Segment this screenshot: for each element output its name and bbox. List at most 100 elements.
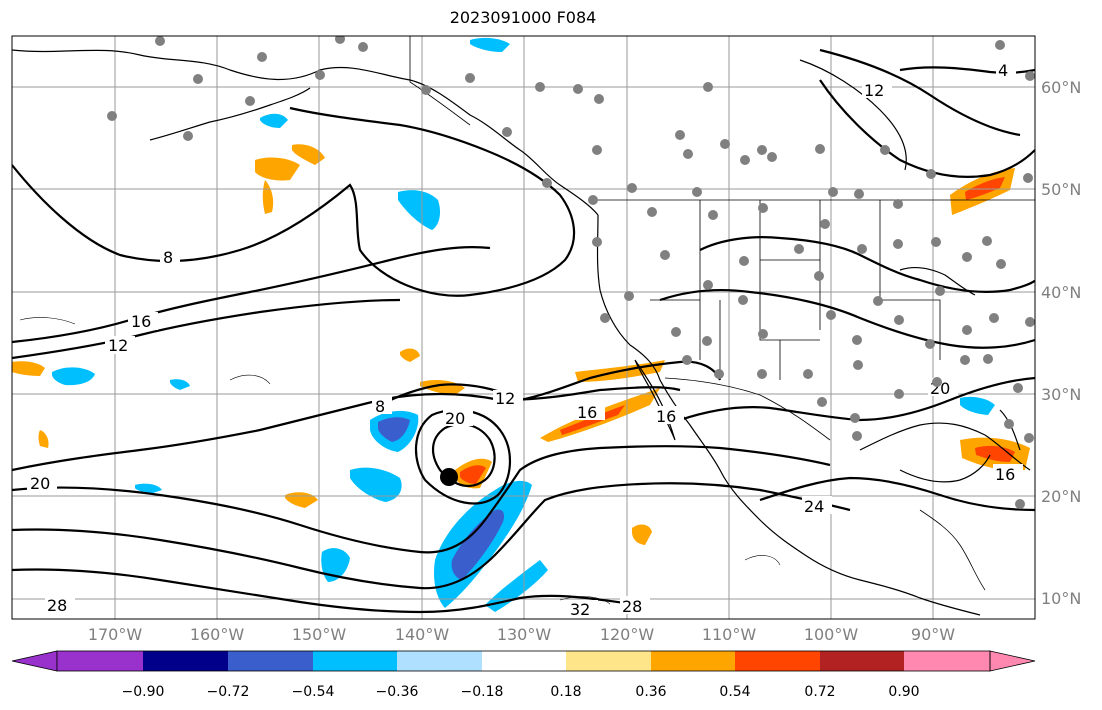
contour-label-4: 4 (998, 61, 1008, 80)
map-title: 2023091000 F084 (449, 8, 597, 27)
coast-west-us (596, 214, 981, 616)
contour-label-28-s: 28 (622, 597, 642, 616)
shade-cool-mid-core (378, 417, 410, 442)
colorbar-segment (820, 651, 904, 671)
contour-label-16-mid: 16 (577, 403, 597, 422)
contour-16-east (659, 288, 1035, 349)
shade-cool-mid2 (350, 467, 402, 502)
shade-warm-gulfak (255, 157, 300, 181)
latitude-labels: 60°N 50°N 40°N 30°N 20°N 10°N (1041, 78, 1081, 608)
contour-label-12-mid: 12 (495, 389, 515, 408)
colorbar-tick: 0.72 (804, 684, 835, 700)
shade-cool-gulf (960, 396, 995, 415)
colorbar-tick: 0.54 (719, 684, 750, 700)
colorbar-segment (904, 651, 990, 671)
lat-label: 20°N (1041, 487, 1081, 506)
thin-contours (19, 317, 781, 605)
colorbar-segment (313, 651, 397, 671)
longitude-labels: 170°W 160°W 150°W 140°W 130°W 120°W 110°… (88, 625, 955, 644)
contour-label-12-ne: 12 (864, 81, 884, 100)
shade-warm-blob3 (632, 524, 652, 545)
lon-label: 140°W (395, 625, 450, 644)
contour-label-16-baja: 16 (656, 407, 676, 426)
contour-24-gulf (759, 476, 1035, 512)
map-frame (11, 35, 1036, 620)
border-central-am (919, 509, 986, 591)
colorbar-tick: −0.36 (376, 684, 419, 700)
colorbar-tick: −0.90 (122, 684, 165, 700)
contour-label-16-gulf: 16 (995, 465, 1015, 484)
contour-12-north (12, 246, 491, 344)
colorbar-extend-high (989, 650, 1036, 672)
station-markers (107, 36, 1035, 509)
shade-cool-blob2 (170, 379, 190, 390)
lat-label: 50°N (1041, 180, 1081, 199)
shade-cool-west (52, 367, 95, 386)
contour-label-8-storm: 8 (375, 397, 385, 416)
lon-label: 110°W (702, 625, 757, 644)
shade-cool-northpac (398, 190, 440, 230)
shade-warm-blob6 (38, 430, 49, 448)
colorbar-tick: −0.18 (461, 684, 504, 700)
colorbar-segment (566, 651, 651, 671)
colorbar-outline (56, 650, 991, 672)
contour-12-east (699, 236, 1035, 294)
contour-label-32: 32 (570, 600, 590, 619)
colorbar-segment (143, 651, 228, 671)
contour-label-20-storm: 20 (445, 409, 465, 428)
contour-16-storm (414, 408, 512, 505)
lat-label: 60°N (1041, 78, 1081, 97)
lon-label: 160°W (190, 625, 245, 644)
contour-label-12: 12 (108, 336, 128, 355)
contour-label-28: 28 (47, 596, 67, 615)
colorbar-tick: −0.72 (207, 684, 250, 700)
shade-cool-blob1 (135, 483, 162, 494)
lon-label: 150°W (292, 625, 347, 644)
contour-label-8: 8 (163, 248, 173, 267)
lon-label: 170°W (88, 625, 143, 644)
lat-label: 40°N (1041, 283, 1081, 302)
colorbar-segment (735, 651, 820, 671)
contour-20-east (679, 376, 1035, 422)
contour-24-south (12, 482, 851, 590)
coast-hudson (799, 59, 907, 171)
border-alaska (409, 36, 471, 126)
colorbar-segment (57, 651, 143, 671)
height-contours (12, 48, 1035, 614)
colorbar-tick: 0.90 (888, 684, 919, 700)
contour-28-south (12, 568, 641, 614)
colorbar-tick: −0.54 (292, 684, 335, 700)
contour-label-20: 20 (30, 474, 50, 493)
coast-yucatan (899, 454, 991, 483)
shade-warm-west (12, 361, 45, 376)
shade-cool-trough-core (451, 509, 505, 580)
shade-warm-gulfak2 (292, 144, 325, 165)
colorbar-tick: 0.36 (635, 684, 666, 700)
coast-florida (999, 409, 1021, 451)
colorbar: −0.90 −0.72 −0.54 −0.36 −0.18 0.18 0.36 … (11, 650, 1036, 700)
contour-20-storm (432, 423, 496, 488)
colorbar-segment (482, 651, 566, 671)
coast-alaska (12, 49, 599, 216)
colorbar-extend-low (11, 650, 58, 672)
colorbar-tick: 0.18 (550, 684, 581, 700)
coast-gulf (859, 422, 1031, 471)
contour-4-ne (899, 66, 1035, 74)
shade-warm-storm-core (460, 465, 486, 484)
border-us-mexico (664, 377, 831, 441)
colorbar-segment (651, 651, 735, 671)
lon-label: 120°W (600, 625, 655, 644)
colorbar-segment (397, 651, 482, 671)
contour-label-24: 24 (804, 497, 824, 516)
lat-label: 30°N (1041, 385, 1081, 404)
lat-label: 10°N (1041, 589, 1081, 608)
shade-cool-ak (470, 37, 510, 52)
storm-center-marker (440, 468, 458, 486)
contour-labels: 8 16 12 20 28 12 20 16 16 24 32 28 12 (27, 60, 1023, 619)
lon-label: 90°W (911, 625, 955, 644)
colorbar-segment (228, 651, 313, 671)
contour-label-16: 16 (131, 312, 151, 331)
coastlines (12, 49, 1031, 616)
contour-12-mid (12, 386, 681, 472)
